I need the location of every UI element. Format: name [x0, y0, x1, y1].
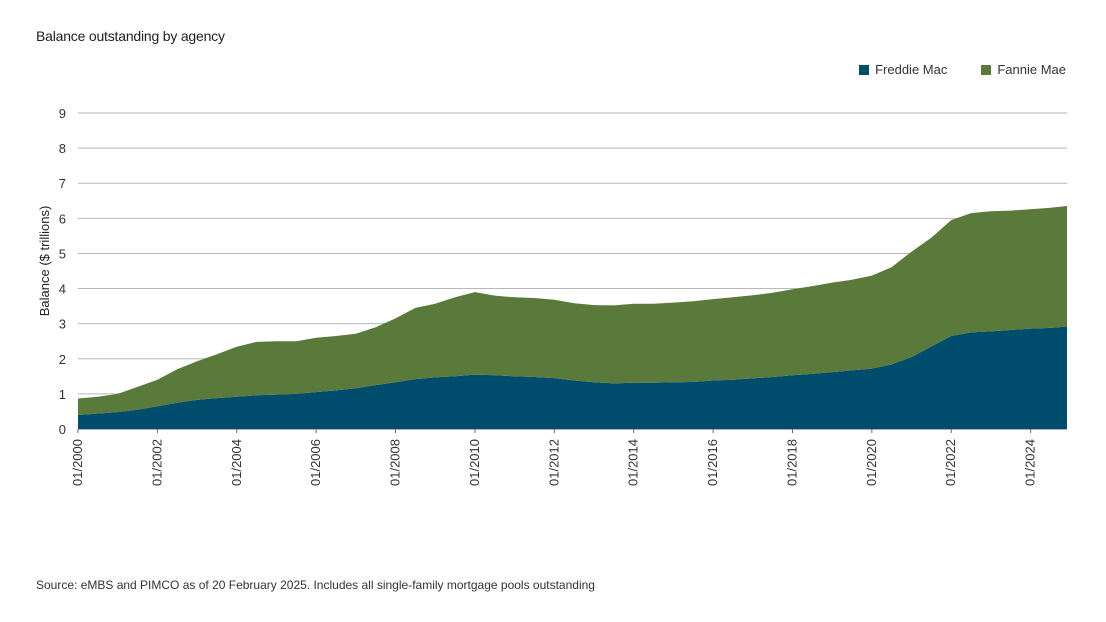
legend-item-fannie-mae: Fannie Mae — [981, 62, 1066, 77]
x-tick-label: 01/2008 — [388, 439, 403, 486]
area-freddie-mac — [78, 326, 1067, 429]
x-axis-ticks: 01/2000 01/2002 01/2004 01/2006 01/2008 01/20… — [70, 429, 1038, 486]
legend-label-freddie-mac: Freddie Mac — [875, 62, 948, 77]
x-tick-label: 01/2010 — [467, 439, 482, 486]
y-tick-label: 4 — [59, 282, 66, 297]
legend-swatch-freddie-mac — [859, 64, 870, 75]
x-tick-label: 01/2000 — [70, 439, 85, 486]
area-fannie-mae — [78, 206, 1067, 415]
y-axis-title: Balance ($ trillions) — [37, 206, 52, 317]
x-tick-label: 01/2016 — [705, 439, 720, 486]
x-tick-label: 01/2006 — [308, 439, 323, 486]
stacked-areas — [78, 206, 1067, 429]
y-axis-ticks: 0 1 2 3 4 5 6 7 8 9 — [59, 106, 66, 437]
x-tick-label: 01/2024 — [1023, 439, 1038, 486]
legend-item-freddie-mac: Freddie Mac — [859, 62, 947, 77]
y-tick-label: 6 — [59, 211, 66, 226]
x-tick-label: 01/2014 — [626, 439, 641, 486]
legend-swatch-fannie-mae — [981, 64, 992, 75]
y-tick-label: 8 — [59, 141, 66, 156]
y-tick-label: 9 — [59, 106, 66, 121]
x-tick-label: 01/2012 — [546, 439, 561, 486]
x-tick-label: 01/2020 — [864, 439, 879, 486]
x-tick-label: 01/2018 — [785, 439, 800, 486]
source-note: Source: eMBS and PIMCO as of 20 February… — [36, 578, 595, 592]
chart-legend: Freddie Mac Fannie Mae — [859, 62, 1066, 77]
chart-title: Balance outstanding by agency — [36, 28, 225, 44]
x-tick-label: 01/2022 — [943, 439, 958, 486]
x-tick-label: 01/2002 — [149, 439, 164, 486]
y-tick-label: 1 — [59, 387, 66, 402]
y-tick-label: 0 — [59, 422, 66, 437]
y-tick-label: 3 — [59, 317, 66, 332]
y-tick-label: 7 — [59, 176, 66, 191]
y-tick-label: 5 — [59, 246, 66, 261]
legend-label-fannie-mae: Fannie Mae — [997, 62, 1066, 77]
x-tick-label: 01/2004 — [229, 439, 244, 486]
y-tick-label: 2 — [59, 352, 66, 367]
